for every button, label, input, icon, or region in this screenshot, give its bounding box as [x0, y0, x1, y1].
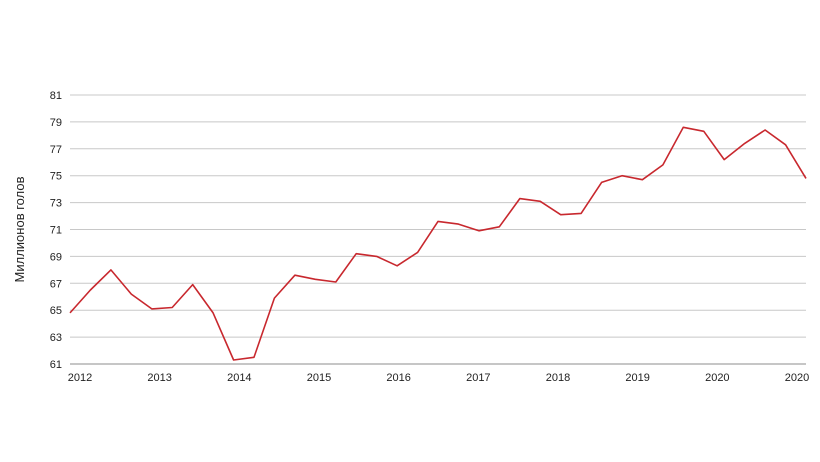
x-tick-label: 2012	[68, 372, 92, 384]
x-tick-label: 2020	[705, 372, 729, 384]
x-axis-ticks: 2012 2013 2014 2015 2016 2017 2018 2019 2020 2020	[68, 372, 809, 384]
y-tick-label: 67	[50, 278, 62, 290]
x-tick-label: 2015	[307, 372, 331, 384]
y-axis-ticks: 61 63 65 67 69 71 73 75 77 79 81	[50, 90, 62, 371]
x-tick-label: 2016	[386, 372, 410, 384]
y-tick-label: 79	[50, 117, 62, 129]
y-tick-label: 73	[50, 198, 62, 210]
x-tick-label: 2014	[227, 372, 251, 384]
x-tick-label: 2018	[546, 372, 570, 384]
y-tick-label: 77	[50, 144, 62, 156]
y-tick-label: 81	[50, 90, 62, 102]
y-tick-label: 65	[50, 305, 62, 317]
y-tick-label: 71	[50, 225, 62, 237]
y-tick-label: 61	[50, 359, 62, 371]
y-tick-label: 75	[50, 171, 62, 183]
x-tick-label: 2013	[147, 372, 171, 384]
x-tick-label: 2017	[466, 372, 490, 384]
gridlines	[70, 94, 806, 338]
y-tick-label: 63	[50, 332, 62, 344]
y-tick-label: 69	[50, 251, 62, 263]
y-axis-title: Миллионов голов	[12, 176, 27, 282]
x-tick-label: 2019	[625, 372, 649, 384]
series-line	[69, 126, 807, 361]
x-tick-label: 2020	[785, 372, 809, 384]
